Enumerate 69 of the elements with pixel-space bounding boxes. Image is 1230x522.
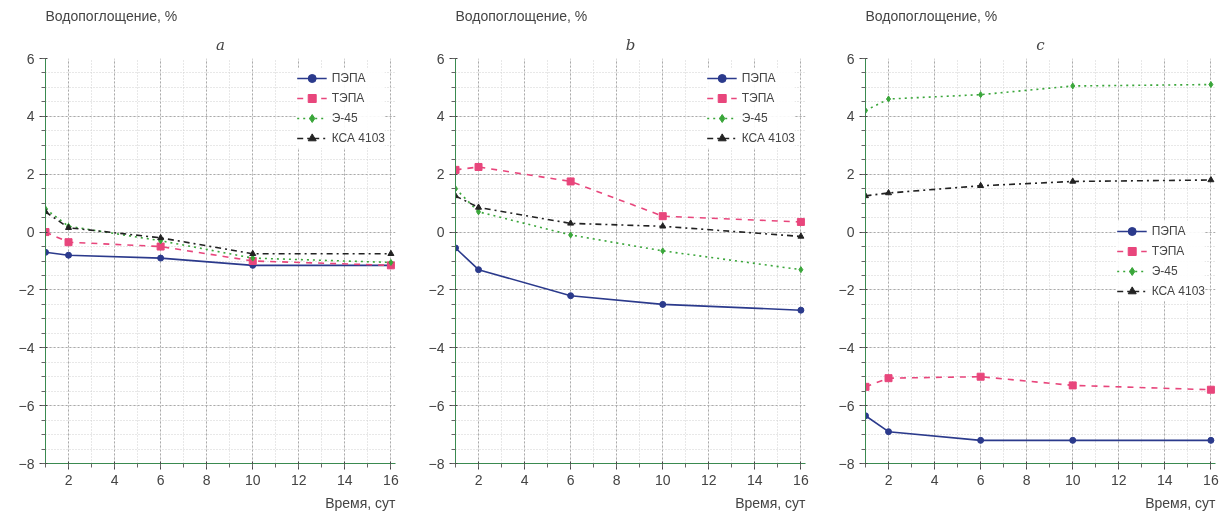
text: c bbox=[1036, 35, 1046, 54]
y-tick-label: −4 bbox=[428, 339, 445, 356]
legend-label: ПЭПА bbox=[331, 71, 366, 85]
text: b bbox=[625, 35, 636, 54]
x-tick-label: 6 bbox=[976, 471, 985, 488]
y-tick-label: 4 bbox=[26, 108, 35, 125]
y-tick-label: 0 bbox=[26, 224, 35, 241]
x-tick-label: 8 bbox=[612, 471, 621, 488]
x-tick-label: 10 bbox=[654, 471, 671, 488]
x-tick-label: 10 bbox=[244, 471, 261, 488]
y-tick-label: −8 bbox=[18, 455, 35, 472]
x-axis-title: Время, сут bbox=[325, 494, 397, 511]
legend-label: ПЭПА bbox=[1151, 223, 1186, 238]
y-tick-label: 2 bbox=[436, 166, 445, 183]
x-tick-label: 6 bbox=[156, 471, 165, 488]
x-tick-label: 6 bbox=[566, 471, 575, 488]
y-tick-label: 4 bbox=[846, 108, 855, 125]
y-axis-title: Водопоглощение, % bbox=[455, 7, 588, 24]
x-axis-title: Время, сут bbox=[1145, 494, 1217, 511]
x-tick-label: 4 bbox=[520, 471, 529, 488]
legend-label: Э-45 bbox=[331, 111, 358, 125]
y-tick-label: −2 bbox=[18, 281, 35, 298]
x-tick-label: 8 bbox=[1022, 471, 1031, 488]
x-tick-label: 16 bbox=[793, 471, 809, 488]
y-tick-label: 2 bbox=[26, 166, 35, 183]
y-tick-label: −6 bbox=[18, 397, 35, 414]
x-tick-label: 12 bbox=[1111, 471, 1127, 488]
x-tick-label: 2 bbox=[64, 471, 73, 488]
x-tick-label: 12 bbox=[291, 471, 307, 488]
x-tick-label: 2 bbox=[884, 471, 893, 488]
y-tick-label: −8 bbox=[838, 455, 855, 472]
y-tick-label: 6 bbox=[26, 50, 35, 67]
text: a bbox=[216, 35, 225, 54]
y-axis-title: Водопоглощение, % bbox=[865, 7, 998, 24]
y-tick-label: −6 bbox=[838, 397, 855, 414]
y-tick-label: −6 bbox=[428, 397, 445, 414]
legend-label: КСА 4103 bbox=[331, 131, 385, 145]
y-tick-label: −2 bbox=[428, 281, 445, 298]
legend-label: Э-45 bbox=[741, 111, 768, 125]
legend-label: КСА 4103 bbox=[1151, 283, 1205, 298]
x-tick-label: 14 bbox=[1157, 471, 1173, 488]
y-tick-label: 0 bbox=[846, 224, 855, 241]
y-tick-label: 2 bbox=[846, 166, 855, 183]
x-tick-label: 14 bbox=[337, 471, 353, 488]
x-tick-label: 2 bbox=[474, 471, 483, 488]
legend-label: ТЭПА bbox=[741, 91, 775, 105]
legend-label: КСА 4103 bbox=[741, 131, 795, 145]
x-tick-label: 4 bbox=[930, 471, 939, 488]
y-tick-label: 6 bbox=[846, 50, 855, 67]
legend-label: ТЭПА bbox=[331, 91, 365, 105]
legend-label: ТЭПА bbox=[1151, 243, 1185, 258]
legend-label: Э-45 bbox=[1151, 263, 1178, 278]
legend-label: ПЭПА bbox=[741, 71, 776, 85]
x-tick-label: 12 bbox=[701, 471, 717, 488]
x-tick-label: 4 bbox=[110, 471, 119, 488]
y-tick-label: 6 bbox=[436, 50, 445, 67]
x-tick-label: 10 bbox=[1064, 471, 1081, 488]
y-axis-title: Водопоглощение, % bbox=[45, 7, 178, 24]
y-tick-label: 0 bbox=[436, 224, 445, 241]
x-tick-label: 16 bbox=[1203, 471, 1219, 488]
x-tick-label: 14 bbox=[747, 471, 763, 488]
x-axis-title: Время, сут bbox=[735, 494, 807, 511]
x-tick-label: 8 bbox=[202, 471, 211, 488]
y-tick-label: 4 bbox=[436, 108, 445, 125]
y-tick-label: −4 bbox=[838, 339, 855, 356]
x-tick-label: 16 bbox=[383, 471, 399, 488]
y-tick-label: −4 bbox=[18, 339, 35, 356]
y-tick-label: −2 bbox=[838, 281, 855, 298]
y-tick-label: −8 bbox=[428, 455, 445, 472]
